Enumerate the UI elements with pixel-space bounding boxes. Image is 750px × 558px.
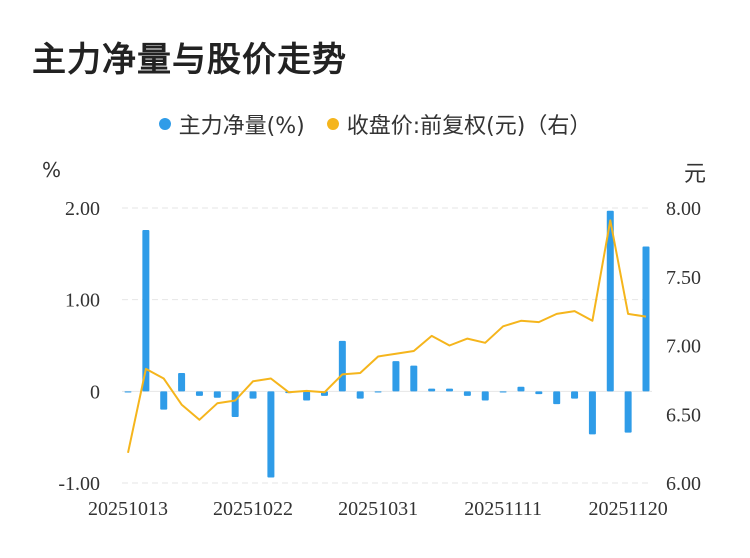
bar-net-volume xyxy=(303,391,311,401)
right-axis-unit: 元 xyxy=(684,162,707,187)
legend-item-net-volume[interactable]: 主力净量(%) xyxy=(158,108,305,140)
bar-net-volume xyxy=(428,388,436,392)
left-axis-unit: % xyxy=(42,158,62,182)
bar-net-volume xyxy=(499,391,507,393)
legend-bar-label: 主力净量(%) xyxy=(178,114,305,139)
bar-net-volume xyxy=(124,391,132,393)
bar-net-volume xyxy=(481,391,489,401)
bar-net-volume xyxy=(392,361,400,392)
chart-title: 主力净量与股价走势 xyxy=(32,40,347,80)
bar-net-volume xyxy=(463,391,471,396)
y-left-tick-label: -1.00 xyxy=(58,473,100,495)
bar-net-volume xyxy=(195,391,203,396)
bar-net-volume xyxy=(642,246,650,392)
bar-net-volume xyxy=(624,391,632,433)
y-right-tick-label: 7.00 xyxy=(666,336,701,358)
y-left-tick-label: 1.00 xyxy=(65,290,100,312)
bar-net-volume xyxy=(213,391,221,398)
chart-legend: 主力净量(%) 收盘价:前复权(元)（右） xyxy=(0,108,750,140)
y-right-tick-label: 7.50 xyxy=(666,267,701,289)
x-tick-label: 20251111 xyxy=(464,498,542,520)
y-right-tick-label: 6.50 xyxy=(666,404,701,426)
line-close-price xyxy=(127,219,647,454)
bar-net-volume xyxy=(446,388,454,392)
x-tick-label: 20251120 xyxy=(589,498,668,520)
bar-net-volume xyxy=(374,391,382,393)
bar-net-volume xyxy=(178,373,186,392)
legend-line-label: 收盘价:前复权(元)（右） xyxy=(346,114,592,139)
bar-net-volume xyxy=(571,391,579,399)
y-right-tick-label: 6.00 xyxy=(666,473,701,495)
bar-net-volume xyxy=(338,340,346,392)
x-tick-label: 20251022 xyxy=(213,498,293,520)
y-left-tick-label: 0 xyxy=(90,381,100,403)
bar-net-volume xyxy=(553,391,561,405)
bar-net-volume xyxy=(588,391,596,435)
bar-net-volume xyxy=(231,391,239,417)
legend-bar-dot-icon xyxy=(158,118,171,130)
bar-net-volume xyxy=(535,391,543,395)
bar-net-volume xyxy=(249,391,257,399)
bar-net-volume xyxy=(410,365,418,392)
x-tick-label: 20251031 xyxy=(338,498,418,520)
y-left-tick-label: 2.00 xyxy=(65,198,100,220)
bar-net-volume xyxy=(517,386,525,392)
bar-net-volume xyxy=(142,230,150,392)
bar-net-volume xyxy=(356,391,364,399)
legend-item-close-price[interactable]: 收盘价:前复权(元)（右） xyxy=(326,108,592,140)
bar-net-volume xyxy=(160,391,168,410)
bar-net-volume xyxy=(606,210,614,392)
x-tick-label: 20251013 xyxy=(88,498,168,520)
y-right-tick-label: 8.00 xyxy=(666,198,701,220)
bar-net-volume xyxy=(267,391,275,478)
legend-line-dot-icon xyxy=(326,118,339,130)
